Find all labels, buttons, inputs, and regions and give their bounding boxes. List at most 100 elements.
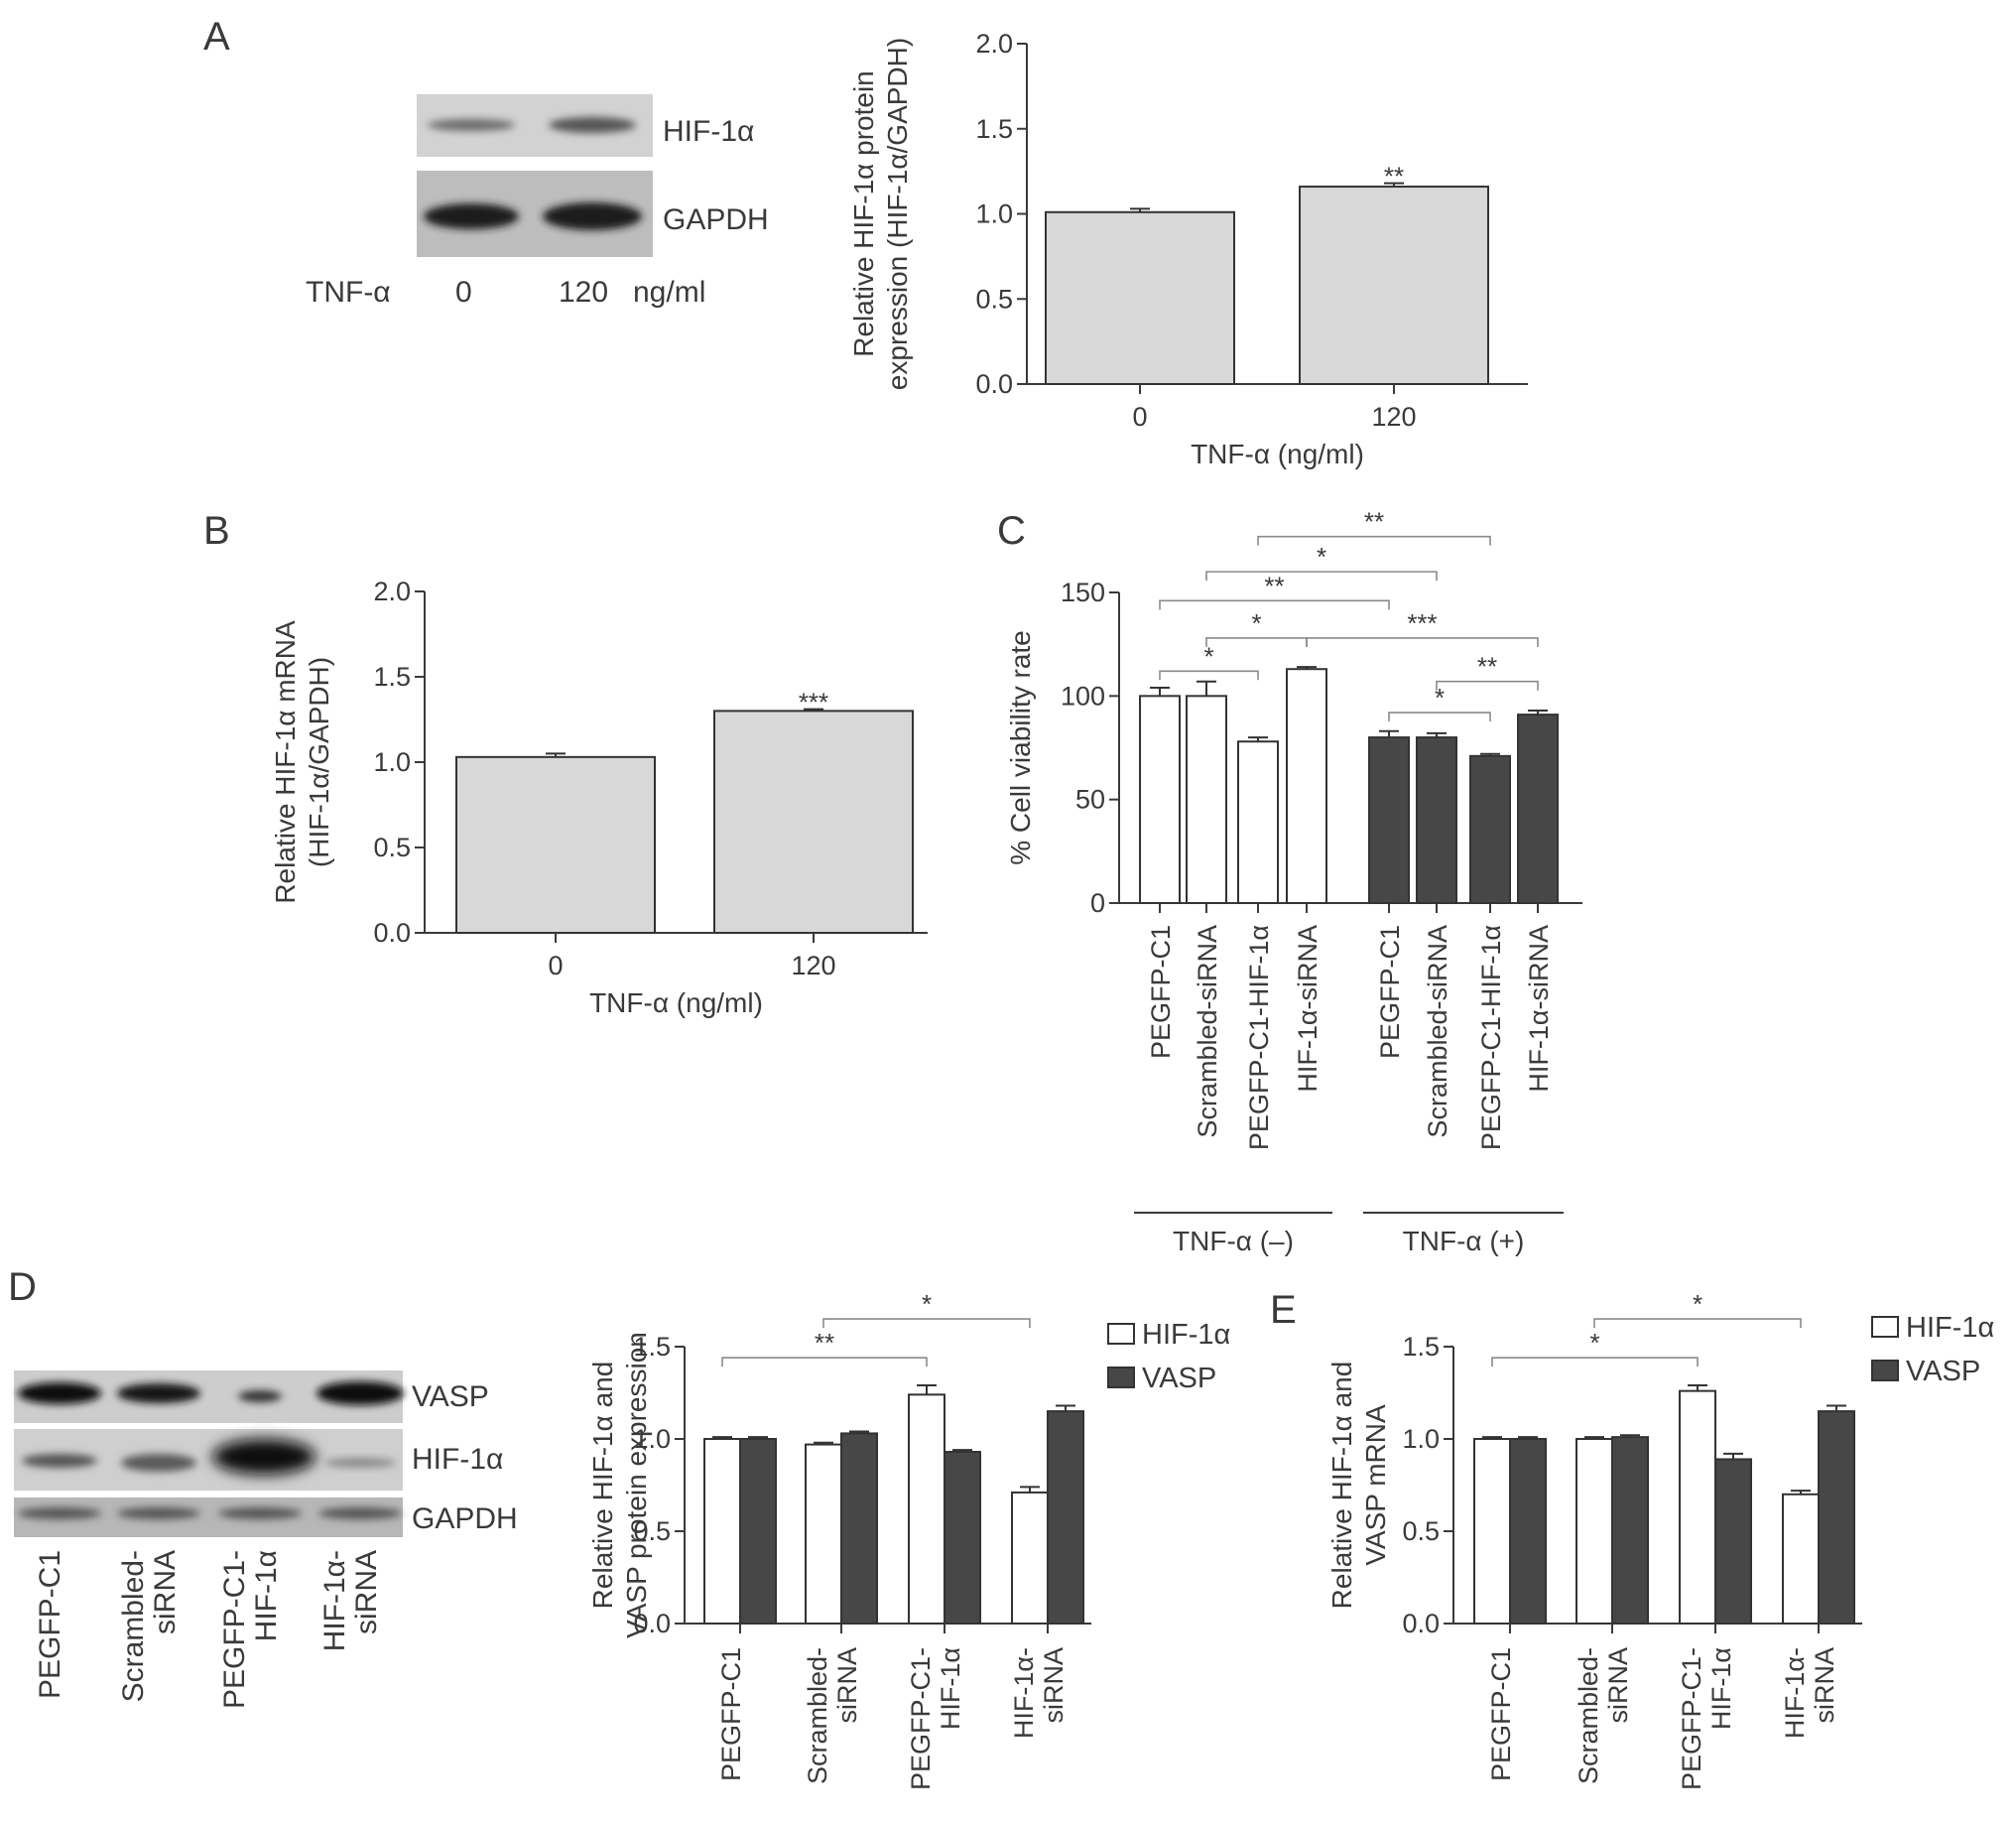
blot-d-band [117, 1507, 200, 1519]
panel-letter-c: C [997, 509, 1026, 553]
chart-d: 0.0 0.5 1.0 1.5 PEGFP-C1 Scrambled-siRNA PEGFP… [587, 1289, 1230, 1790]
bar [1237, 740, 1279, 904]
significance-bracket [721, 1357, 928, 1367]
x-tick-label: PEGFP-C1 [1486, 1647, 1516, 1781]
x-tick-label: Scrambled-siRNA [1423, 925, 1452, 1138]
blot-band-label: GAPDH [412, 1502, 518, 1535]
x-tick-label: 0 [1132, 402, 1147, 432]
x-tick-label: PEGFP-C1-HIF-1α [1244, 925, 1274, 1150]
significance-bracket [1159, 599, 1390, 610]
y-tick-label: 50 [1075, 785, 1105, 815]
blot-a-band [549, 117, 636, 133]
y-tick-label: 1.5 [373, 662, 411, 692]
x-tick-label: 0 [548, 951, 563, 980]
y-tick-label: 0.5 [373, 833, 411, 862]
bar [1299, 186, 1489, 385]
blot-d-band [212, 1439, 315, 1475]
bar [1575, 1438, 1613, 1625]
significance-label: *** [1407, 608, 1437, 638]
bar [703, 1438, 741, 1625]
blot-a-band [428, 119, 515, 131]
x-axis-label: TNF-α (ng/ml) [589, 987, 763, 1018]
blot-d-band [238, 1390, 282, 1402]
significance-bracket [1205, 637, 1308, 647]
bar [1047, 1410, 1084, 1625]
legend-swatch [1871, 1360, 1899, 1381]
bar [1286, 668, 1327, 904]
significance-label: * [1317, 542, 1326, 572]
chart-b: 0.0 0.5 1.0 1.5 2.0 0 *** 120 TNF-α (ng/ml) Relat… [270, 577, 928, 1018]
y-tick-label: 0.5 [633, 1516, 671, 1546]
blot-a-band [543, 202, 642, 230]
y-tick-label: 2.0 [373, 577, 411, 606]
y-tick-label: 0.5 [1402, 1516, 1440, 1546]
x-tick-label: Scrambled-siRNA [1193, 925, 1222, 1138]
panel-letter-a: A [203, 15, 230, 59]
x-tick-label: PEGFP-C1 [716, 1647, 746, 1781]
significance-label: * [1589, 1328, 1599, 1358]
bar [1818, 1410, 1855, 1625]
y-tick-label: 0 [1090, 888, 1105, 918]
significance-bracket [1436, 680, 1539, 691]
bar [713, 710, 914, 935]
y-tick-label: 1.5 [975, 114, 1013, 144]
significance-bracket [1388, 712, 1491, 722]
chart-e: 0.0 0.5 1.0 1.5 PEGFP-C1 Scrambled-siRNA PEGFP… [1326, 1289, 1994, 1790]
blot-a-band [424, 203, 519, 229]
y-axis-label: Relative HIF-1α protein expression (HIF-1… [848, 38, 913, 390]
bar [805, 1443, 842, 1625]
significance-label: * [1435, 683, 1445, 713]
blot-band-label: VASP [412, 1380, 489, 1413]
bar [1139, 695, 1181, 904]
y-tick-label: 1.0 [975, 199, 1013, 229]
blot-lane-label: HIF-1α-siRNA [318, 1550, 383, 1651]
legend-label: HIF-1α [1142, 1319, 1230, 1351]
blot-lane-label: PEGFP-C1-HIF-1α [218, 1550, 283, 1709]
y-tick-label: 1.0 [633, 1424, 671, 1454]
significance-bracket [1593, 1318, 1802, 1329]
blot-d-band [318, 1507, 402, 1519]
bar [1714, 1458, 1752, 1625]
panel-letter-b: B [203, 509, 230, 553]
blot-d-band [324, 1458, 396, 1468]
x-tick-label: Scrambled-siRNA [1574, 1647, 1633, 1784]
significance-label: ** [815, 1328, 834, 1358]
chart-c: 0 50 100 150 PEGFP-C1 Scrambled-siRNA PEGFP-C1… [1005, 507, 1582, 1256]
significance-label: * [1203, 641, 1213, 671]
significance-bracket [822, 1318, 1031, 1329]
significance-label: ** [1364, 507, 1384, 537]
x-tick-label: 120 [791, 951, 835, 980]
blot-d-band [121, 1454, 196, 1472]
bar [1782, 1493, 1820, 1626]
group-label: TNF-α (–) [1173, 1226, 1294, 1256]
legend-label: VASP [1906, 1356, 1980, 1387]
bar [1517, 714, 1559, 905]
x-tick-label: HIF-1α-siRNA [1524, 925, 1554, 1093]
blot-d-band [22, 1454, 97, 1468]
bar [1011, 1491, 1049, 1625]
x-tick-label: PEGFP-C1-HIF-1α [1677, 1647, 1736, 1790]
bar [455, 755, 656, 935]
significance-label: * [922, 1289, 932, 1319]
y-tick-label: 0.0 [633, 1609, 671, 1638]
panel-letter-d: D [8, 1265, 37, 1309]
bar [1368, 736, 1410, 904]
legend-swatch [1107, 1323, 1135, 1345]
blot-d-band [18, 1507, 101, 1519]
y-tick-label: 1.0 [1402, 1424, 1440, 1454]
blot-band-label: HIF-1α [412, 1443, 503, 1476]
x-axis-label: TNF-α (ng/ml) [1191, 439, 1364, 469]
significance-label: ** [1477, 652, 1497, 682]
significance-label: *** [799, 688, 828, 717]
y-tick-label: 150 [1061, 578, 1105, 607]
x-tick-label: 120 [1371, 402, 1416, 432]
legend-label: VASP [1142, 1363, 1216, 1394]
y-axis-label: Relative HIF-1α mRNA (HIF-1α/GAPDH) [270, 620, 334, 904]
x-tick-label: PEGFP-C1 [1146, 925, 1176, 1059]
y-tick-label: 1.0 [373, 747, 411, 777]
blot-band-label: HIF-1α [663, 115, 754, 148]
blot-lane-label: PEGFP-C1 [34, 1550, 66, 1699]
bar [1473, 1438, 1511, 1625]
x-tick-label: HIF-1α-siRNA [1293, 925, 1323, 1093]
